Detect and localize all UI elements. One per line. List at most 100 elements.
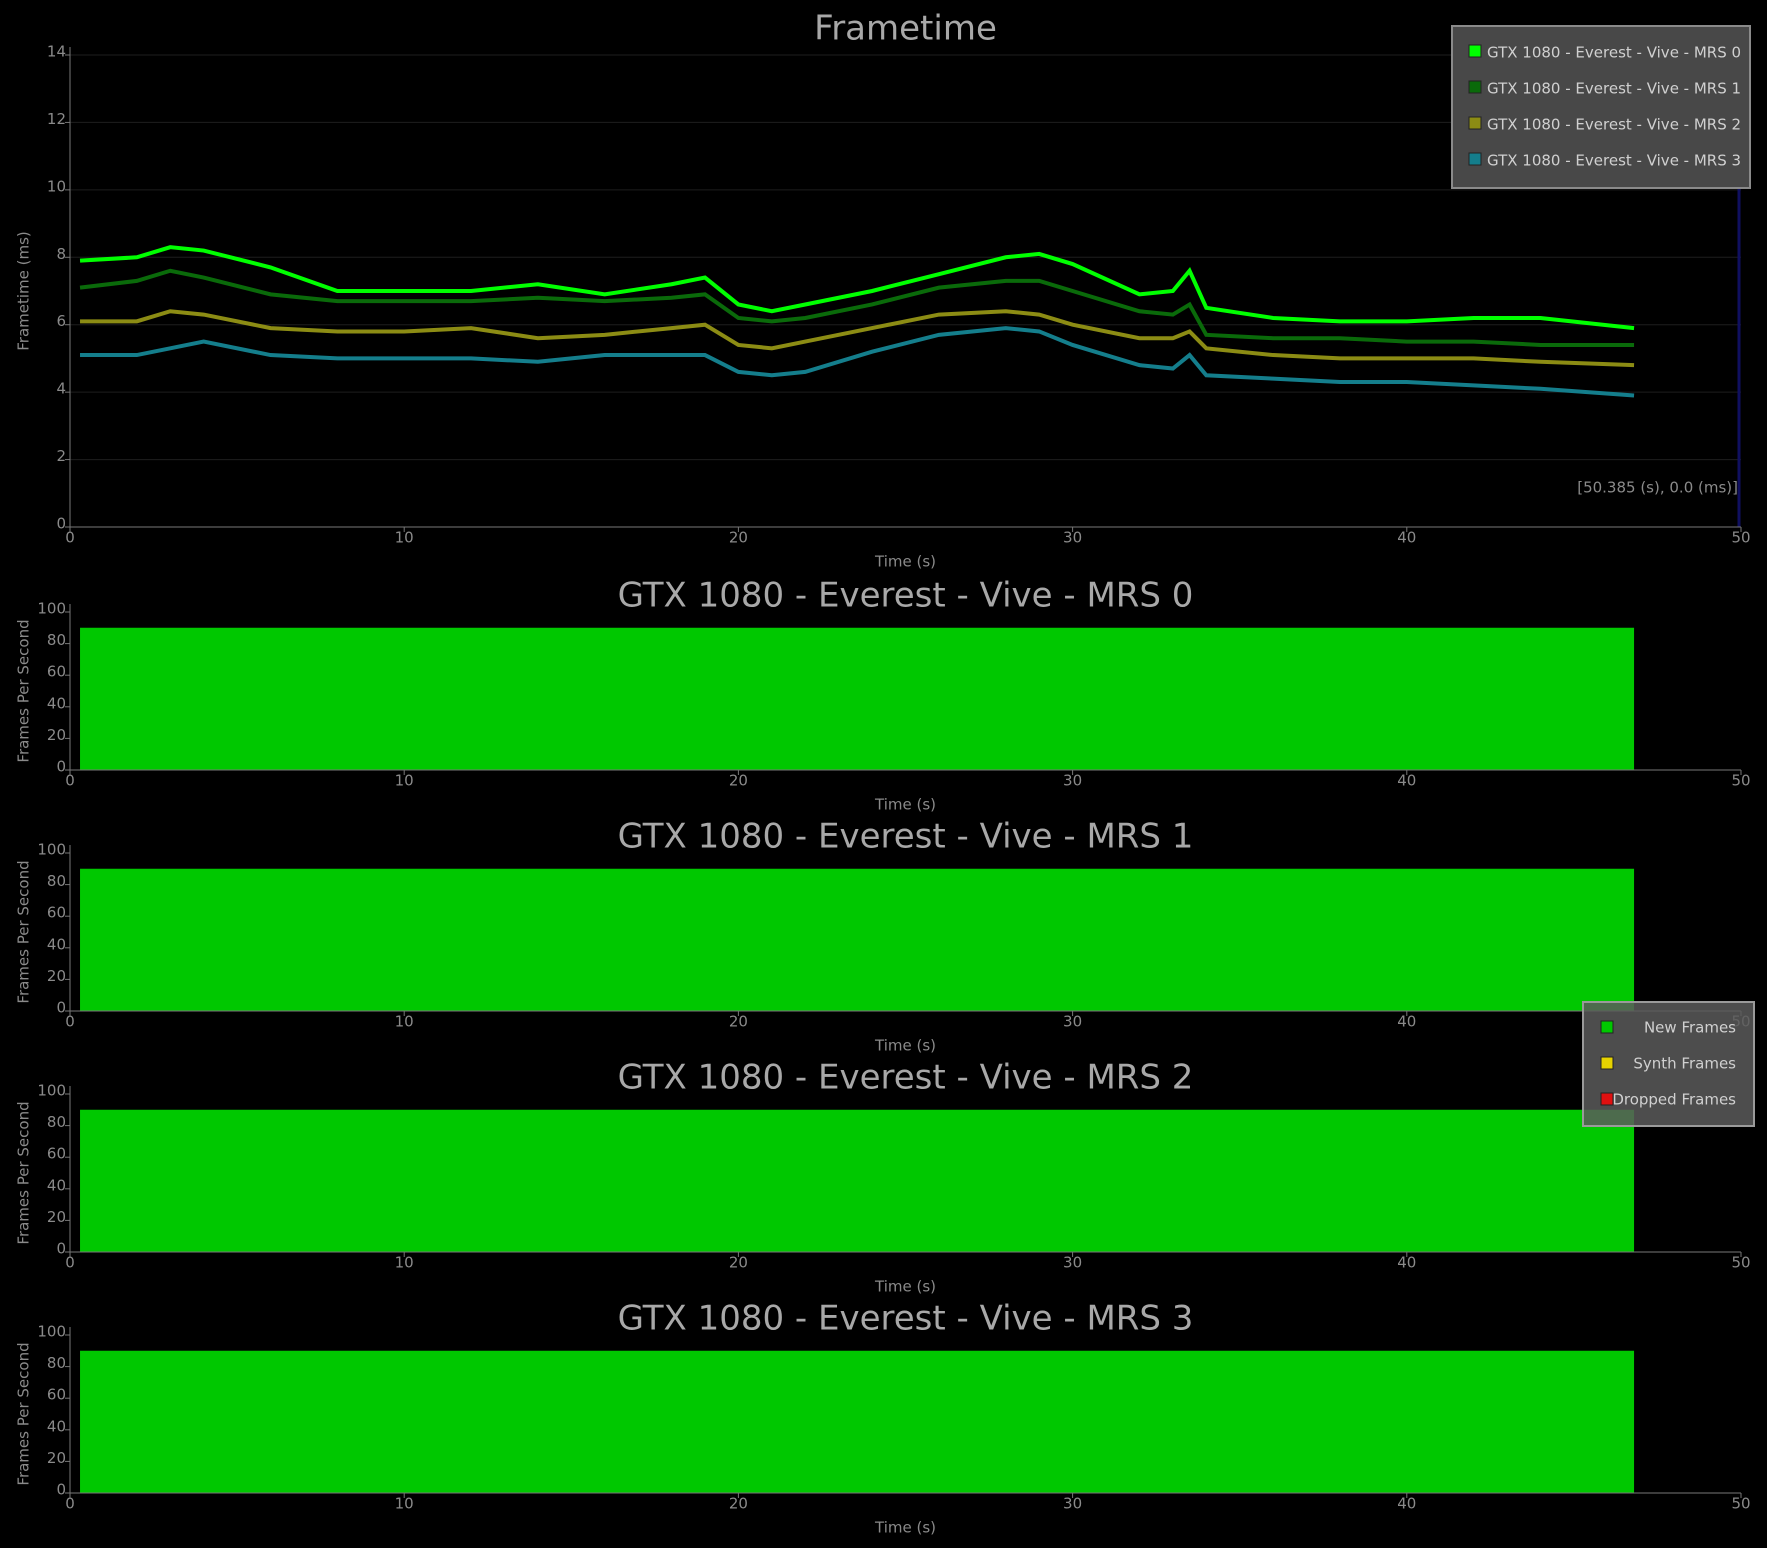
x-tick-label: 20 — [729, 772, 748, 790]
x-tick-label: 0 — [65, 1013, 75, 1031]
x-axis-label: Time (s) — [874, 553, 936, 571]
y-tick-label: 100 — [37, 841, 66, 859]
legend-label: GTX 1080 - Everest - Vive - MRS 0 — [1487, 44, 1741, 62]
x-tick-label: 30 — [1063, 1495, 1082, 1513]
x-tick-label: 10 — [395, 1254, 414, 1272]
legend-swatch — [1468, 80, 1482, 94]
legend-swatch — [1600, 1020, 1614, 1034]
x-tick-label: 10 — [395, 772, 414, 790]
y-axis-label: Frames Per Second — [15, 1342, 33, 1485]
legend-swatch — [1468, 152, 1482, 166]
legend-label: GTX 1080 - Everest - Vive - MRS 1 — [1487, 80, 1741, 98]
y-tick-label: 40 — [47, 935, 66, 953]
y-tick-label: 0 — [56, 999, 66, 1017]
x-tick-label: 40 — [1397, 772, 1416, 790]
legend-swatch — [1600, 1056, 1614, 1070]
y-tick-label: 100 — [37, 1082, 66, 1100]
y-tick-label: 40 — [47, 694, 66, 712]
x-tick-label: 30 — [1063, 1013, 1082, 1031]
y-tick-label: 60 — [47, 663, 66, 681]
legend-box — [1451, 25, 1751, 189]
line-series — [79, 245, 1635, 331]
y-tick-label: 12 — [47, 110, 66, 128]
y-tick-label: 100 — [37, 1323, 66, 1341]
legend-label: Dropped Frames — [1612, 1091, 1736, 1109]
x-tick-label: 20 — [729, 1013, 748, 1031]
y-tick-label: 20 — [47, 1208, 66, 1226]
y-tick-label: 14 — [47, 43, 66, 61]
x-tick-label: 50 — [1731, 772, 1750, 790]
y-axis-label: Frames Per Second — [15, 860, 33, 1003]
line-series — [80, 309, 1635, 368]
x-axis-label: Time (s) — [874, 1278, 936, 1296]
y-tick-label: 0 — [56, 515, 66, 533]
y-tick-label: 20 — [47, 1449, 66, 1467]
legend-swatch — [1468, 116, 1482, 130]
legend: GTX 1080 - Everest - Vive - MRS 0 GTX 108… — [1451, 25, 1751, 189]
x-tick-label: 0 — [65, 772, 75, 790]
y-tick-label: 4 — [56, 380, 66, 398]
y-tick-label: 20 — [47, 726, 66, 744]
x-tick-label: 20 — [729, 529, 748, 547]
fps-legend: New Frames Synth Frames Dropped Frames — [1582, 1001, 1755, 1127]
x-tick-label: 20 — [729, 1495, 748, 1513]
line-series — [80, 326, 1635, 398]
legend-label: Synth Frames — [1633, 1055, 1736, 1073]
fps-area — [80, 1109, 1635, 1252]
y-tick-label: 40 — [47, 1176, 66, 1194]
y-tick-label: 10 — [47, 177, 66, 195]
x-tick-label: 20 — [729, 1254, 748, 1272]
y-tick-label: 20 — [47, 967, 66, 985]
x-tick-label: 10 — [395, 529, 414, 547]
x-tick-label: 40 — [1397, 1254, 1416, 1272]
legend-label: GTX 1080 - Everest - Vive - MRS 2 — [1487, 116, 1741, 134]
x-axis-label: Time (s) — [874, 1037, 936, 1055]
y-tick-label: 80 — [47, 631, 66, 649]
y-tick-label: 80 — [47, 1354, 66, 1372]
x-tick-label: 40 — [1397, 529, 1416, 547]
x-tick-label: 50 — [1731, 529, 1750, 547]
chart-title: GTX 1080 - Everest - Vive - MRS 3 — [618, 1299, 1194, 1339]
y-tick-label: 80 — [47, 872, 66, 890]
x-tick-label: 40 — [1397, 1013, 1416, 1031]
x-axis-label: Time (s) — [874, 796, 936, 814]
y-tick-label: 60 — [47, 904, 66, 922]
x-tick-label: 50 — [1731, 1495, 1750, 1513]
legend-swatch — [1600, 1092, 1614, 1106]
fps-area — [80, 1350, 1635, 1493]
y-axis-label: Frames Per Second — [15, 619, 33, 762]
y-tick-label: 0 — [56, 1481, 66, 1499]
x-tick-label: 10 — [395, 1495, 414, 1513]
y-axis-label: Frametime (ms) — [15, 231, 33, 351]
y-tick-label: 2 — [56, 447, 66, 465]
fps-area — [80, 627, 1635, 770]
x-tick-label: 30 — [1063, 1254, 1082, 1272]
legend-swatch — [1468, 44, 1482, 58]
y-tick-label: 60 — [47, 1145, 66, 1163]
x-tick-label: 0 — [65, 529, 75, 547]
x-tick-label: 30 — [1063, 772, 1082, 790]
x-tick-label: 10 — [395, 1013, 414, 1031]
x-tick-label: 30 — [1063, 529, 1082, 547]
y-tick-label: 80 — [47, 1113, 66, 1131]
chart-title: GTX 1080 - Everest - Vive - MRS 0 — [618, 576, 1194, 616]
y-tick-label: 60 — [47, 1386, 66, 1404]
chart-title: GTX 1080 - Everest - Vive - MRS 2 — [618, 1058, 1194, 1098]
y-tick-label: 8 — [56, 245, 66, 263]
x-tick-label: 50 — [1731, 1254, 1750, 1272]
y-axis-label: Frames Per Second — [15, 1101, 33, 1244]
annotation: [50.385 (s), 0.0 (ms)] — [1577, 479, 1738, 497]
legend-label: GTX 1080 - Everest - Vive - MRS 3 — [1487, 152, 1741, 170]
legend-label: New Frames — [1644, 1019, 1736, 1037]
chart-title: Frametime — [814, 9, 997, 49]
y-tick-label: 40 — [47, 1417, 66, 1435]
x-tick-label: 0 — [65, 1254, 75, 1272]
x-axis-label: Time (s) — [874, 1519, 936, 1537]
y-tick-label: 0 — [56, 1240, 66, 1258]
chart-title: GTX 1080 - Everest - Vive - MRS 1 — [618, 817, 1194, 857]
y-tick-label: 6 — [56, 312, 66, 330]
y-tick-label: 100 — [37, 600, 66, 618]
x-tick-label: 40 — [1397, 1495, 1416, 1513]
line-series — [79, 268, 1635, 347]
